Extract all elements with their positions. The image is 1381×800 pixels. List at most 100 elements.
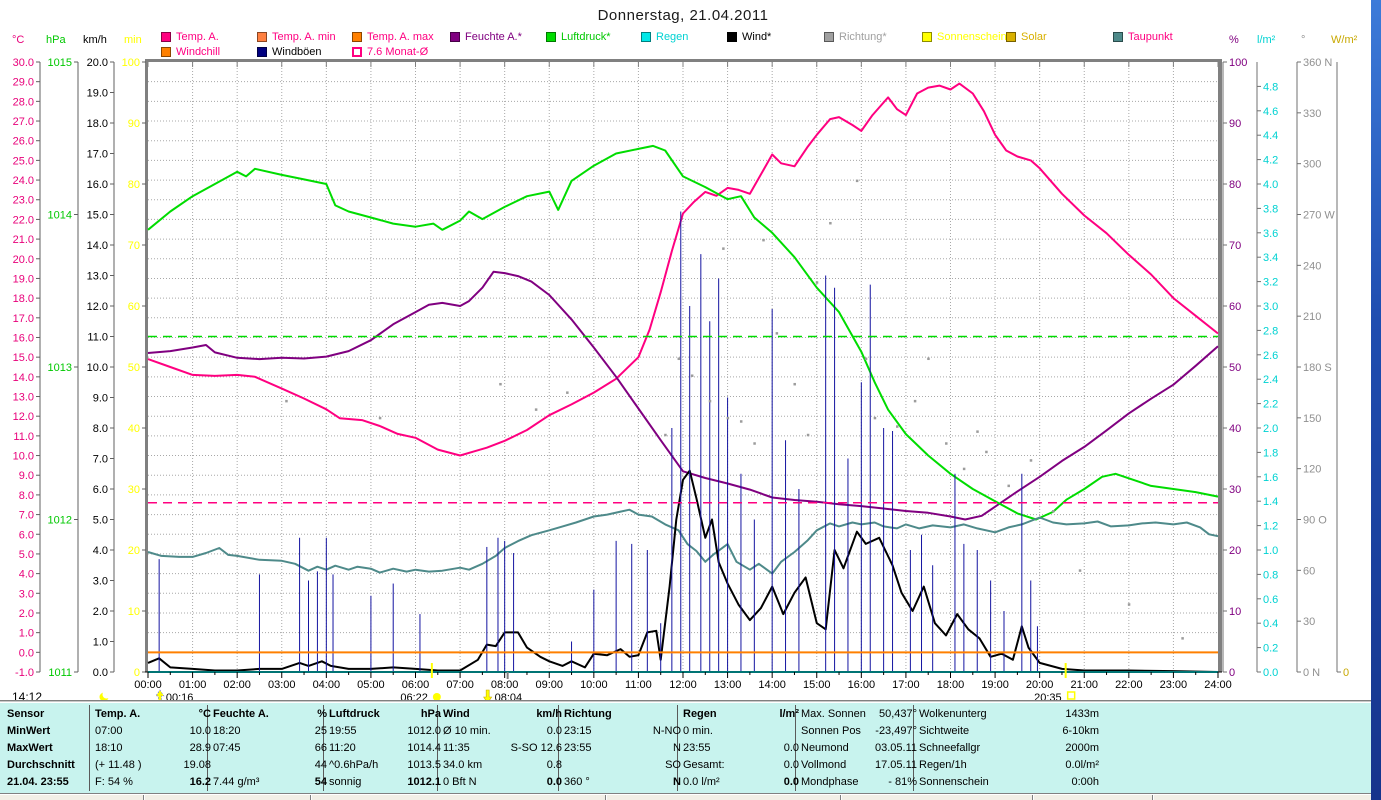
cell-label: Regen: [683, 708, 717, 720]
tick-label-l/m²: 2.2: [1263, 399, 1278, 411]
table-cell: 07:0010.0: [95, 725, 211, 740]
cell-label: F: 54 %: [95, 776, 133, 788]
series-richtung-dot: [914, 400, 917, 403]
cell-value: 0.0: [784, 742, 799, 754]
cell-label: sonnig: [329, 776, 361, 788]
tick-label-l/m²: 0.2: [1263, 643, 1278, 655]
cell-label: Max. Sonnen: [801, 708, 866, 720]
cell-value: - 81%: [888, 776, 917, 788]
tick-label-°C: 18.0: [13, 293, 34, 305]
cell-value: 10.0: [190, 725, 211, 737]
cell-label: (+ 11.48 ): [95, 759, 142, 771]
table-cell: Regen/1h0.0l/m²: [919, 759, 1099, 774]
series-richtung-dot: [762, 239, 765, 242]
tick-label-deg: 180 S: [1303, 362, 1332, 374]
weather-chart: 30.029.028.027.026.025.024.023.022.021.0…: [0, 0, 1381, 703]
tick-label-°C: 26.0: [13, 136, 34, 148]
tick-label-°C: 27.0: [13, 116, 34, 128]
series-richtung-dot: [722, 247, 725, 250]
tick-label-hPa: 1011: [48, 667, 72, 679]
tick-label-km/h: 5.0: [93, 515, 108, 527]
status-strip-mark: [1032, 795, 1034, 800]
cell-label: Schneefallgr: [919, 742, 980, 754]
tick-label-min: 40: [128, 423, 140, 435]
tick-label-°C: 12.0: [13, 411, 34, 423]
cell-value: 17.05.11: [875, 759, 917, 771]
cell-label: 0.0 l/m²: [683, 776, 720, 788]
series-richtung-dot: [740, 420, 743, 423]
table-cell: Ø 10 min.0.0: [443, 725, 562, 740]
cell-value: 0.0: [784, 776, 799, 788]
tick-label-l/m²: 2.4: [1263, 374, 1278, 386]
tick-label-hPa: 1013: [48, 362, 72, 374]
tick-label-km/h: 4.0: [93, 545, 108, 557]
series-richtung-dot: [709, 400, 712, 403]
series-richtung-dot: [856, 180, 859, 183]
status-strip: [0, 793, 1381, 800]
series-richtung-dot: [753, 442, 756, 445]
time-label: 02:00: [223, 679, 251, 691]
time-label: 14:00: [758, 679, 786, 691]
series-richtung-dot: [678, 358, 681, 361]
tick-label-°C: 14.0: [13, 372, 34, 384]
tick-label-l/m²: 0.0: [1263, 667, 1278, 679]
cell-value: 1012.0: [407, 725, 441, 737]
tick-label-min: 20: [128, 545, 140, 557]
cell-label: Sonnen Pos: [801, 725, 861, 737]
cell-label: 11:20: [329, 742, 356, 754]
tick-label-km/h: 0.0: [93, 667, 108, 679]
tick-label-deg: 270 W: [1303, 210, 1335, 222]
tick-label-°C: 22.0: [13, 214, 34, 226]
series-richtung-dot: [874, 417, 877, 420]
time-label: 07:00: [446, 679, 474, 691]
series-richtung-dot: [945, 442, 948, 445]
tick-label-l/m²: 0.8: [1263, 569, 1278, 581]
status-strip-mark: [143, 795, 145, 800]
time-label: 24:00: [1204, 679, 1232, 691]
tick-label-l/m²: 3.0: [1263, 301, 1278, 313]
tick-label-min: 70: [128, 240, 140, 252]
tick-label-km/h: 19.0: [87, 88, 108, 100]
table-cell: 360 °N: [564, 776, 681, 791]
cell-label: 07:45: [213, 742, 241, 754]
cell-value: -23,497°: [875, 725, 917, 737]
tick-label-min: 80: [128, 179, 140, 191]
tick-label-km/h: 11.0: [87, 332, 108, 344]
tick-label-l/m²: 4.2: [1263, 155, 1278, 167]
cell-value: SO: [665, 759, 681, 771]
tick-label-l/m²: 4.8: [1263, 81, 1278, 93]
cell-label: Temp. A.: [95, 708, 140, 720]
time-label: 20:00: [1026, 679, 1054, 691]
tick-label-°C: 23.0: [13, 195, 34, 207]
series-richtung-dot: [285, 400, 288, 403]
tick-label-°C: 30.0: [13, 57, 34, 69]
tick-label-l/m²: 1.0: [1263, 545, 1278, 557]
cell-label: Sensor: [7, 708, 44, 720]
cell-label: Neumond: [801, 742, 849, 754]
cell-label: Wolkenunterg: [919, 708, 987, 720]
cell-value: 1014.4: [407, 742, 441, 754]
cell-label: Luftdruck: [329, 708, 380, 720]
cell-label: Feuchte A.: [213, 708, 269, 720]
cell-label: Mondphase: [801, 776, 859, 788]
time-label: 23:00: [1160, 679, 1188, 691]
series-richtung-dot: [1052, 510, 1055, 513]
table-cell: Windkm/h: [443, 708, 562, 723]
tick-label-deg: 360 N: [1303, 57, 1332, 69]
cell-value: 0.8: [547, 759, 562, 771]
time-label: 03:00: [268, 679, 296, 691]
time-label: 22:00: [1115, 679, 1143, 691]
series-richtung-dot: [963, 468, 966, 471]
time-label: 08:00: [491, 679, 519, 691]
tick-label-°C: 5.0: [19, 549, 34, 561]
table-cell: 23:15N-NO: [564, 725, 681, 740]
time-label: 00:00: [134, 679, 162, 691]
table-cell: Durchschnitt: [7, 759, 93, 774]
cell-label: Regen/1h: [919, 759, 967, 771]
tick-label-km/h: 12.0: [87, 301, 108, 313]
series-richtung-dot: [1030, 459, 1033, 462]
tick-label-°C: 10.0: [13, 451, 34, 463]
table-cell: SO: [564, 759, 681, 774]
series-richtung-dot: [691, 374, 694, 377]
status-strip-mark: [605, 795, 607, 800]
